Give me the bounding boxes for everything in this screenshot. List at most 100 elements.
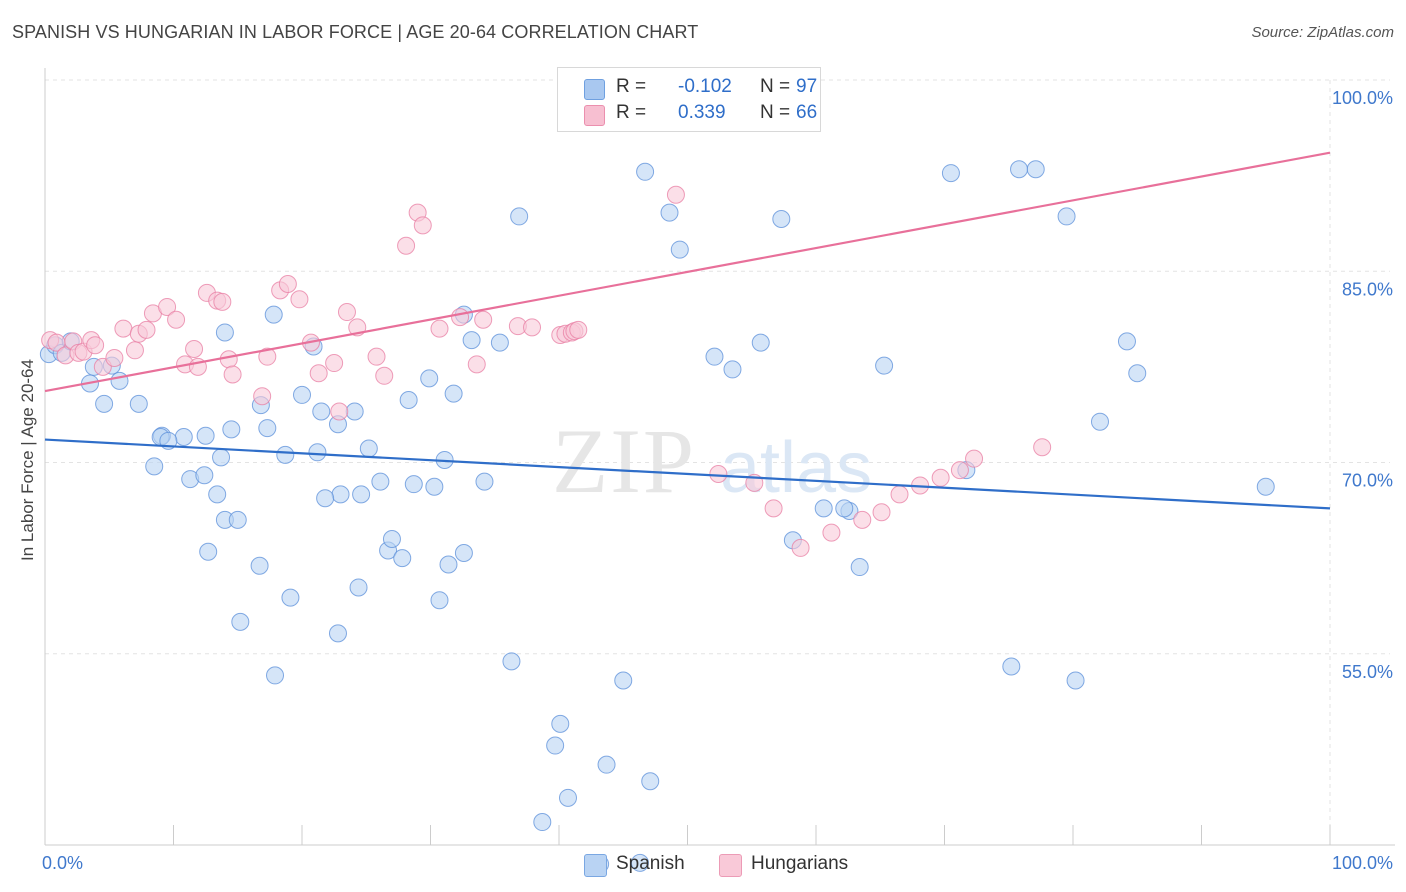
spanish-point [814, 499, 833, 518]
spanish-point [670, 240, 689, 259]
spanish-legend-swatch [584, 854, 607, 877]
legend-label: Hungarians [751, 853, 849, 874]
spanish-point [641, 772, 660, 791]
hungarians-point [253, 387, 272, 406]
hungarians-point [125, 341, 144, 360]
hungarians-point [569, 320, 588, 339]
spanish-point [328, 624, 347, 643]
hungarians-point [467, 355, 486, 374]
spanish-point [222, 420, 241, 439]
hungarians-swatch [584, 105, 605, 126]
spanish-point [558, 788, 577, 807]
spanish-point [393, 549, 412, 568]
spanish-point [551, 714, 570, 733]
spanish-point [264, 305, 283, 324]
legend-item-hungarians[interactable]: Hungarians [719, 852, 869, 878]
spanish-point [705, 347, 724, 366]
spanish-point [772, 209, 791, 228]
tick-labels: 100.0% 85.0% 70.0% 55.0% 0.0% 100.0% [42, 88, 1393, 873]
spanish-point [95, 394, 114, 413]
spanish-point [371, 472, 390, 491]
spanish-point [359, 439, 378, 458]
spanish-point [250, 556, 269, 575]
chart-title: SPANISH VS HUNGARIAN IN LABOR FORCE | AG… [12, 22, 699, 42]
hungarians-point [258, 347, 277, 366]
spanish-swatch [584, 79, 605, 100]
hungarians-point [167, 310, 186, 329]
spanish-point [1010, 160, 1029, 179]
spanish-point [308, 443, 327, 462]
hungarians-point [309, 364, 328, 383]
spanish-point [475, 472, 494, 491]
n-value: 66 [796, 102, 818, 123]
x-tick-label: 100.0% [1332, 853, 1393, 873]
spanish-point [941, 164, 960, 183]
hungarians-point [185, 340, 204, 359]
spanish-point [630, 853, 649, 872]
hungarians-point [325, 354, 344, 373]
watermark-zip: ZIP [552, 410, 696, 512]
spanish-point [546, 736, 565, 755]
hungarians-point [158, 297, 177, 316]
n-label: N = [760, 102, 791, 123]
spanish-point [129, 394, 148, 413]
legend-item-spanish[interactable]: Spanish [584, 852, 704, 878]
spanish-point [281, 588, 300, 607]
spanish-point [1128, 364, 1147, 383]
grid-lines [45, 79, 1390, 845]
spanish-point [345, 402, 364, 421]
hungarians-point [451, 308, 470, 327]
spanish-point [1090, 412, 1109, 431]
spanish-point [660, 203, 679, 222]
hungarians-point [105, 348, 124, 367]
spanish-point [404, 475, 423, 494]
spanish-point [231, 612, 250, 631]
y-tick-label: 100.0% [1332, 88, 1393, 108]
hungarians-point [278, 275, 297, 293]
hungarians-point [1033, 438, 1052, 457]
trend-lines [44, 151, 1331, 510]
spanish-point [110, 371, 129, 390]
r-value: -0.102 [678, 76, 732, 97]
hungarians-legend-swatch [719, 854, 742, 877]
hungarians-point [375, 366, 394, 385]
hungarians-point [666, 185, 685, 204]
spanish-point [533, 813, 552, 832]
hungarians-point [137, 320, 156, 339]
spanish-point [1117, 332, 1136, 351]
spanish-point [462, 331, 481, 350]
hungarians-point [290, 290, 309, 309]
legend-label: Spanish [616, 853, 685, 874]
hungarians-point [413, 216, 432, 235]
spanish-point [174, 428, 193, 446]
hungarians-point [213, 292, 232, 311]
y-axis-label: In Labor Force | Age 20-64 [18, 359, 37, 561]
spanish-point [316, 489, 335, 508]
n-label: N = [760, 76, 791, 97]
spanish-point [430, 591, 449, 610]
hungarians-point [397, 236, 416, 255]
spanish-point [382, 530, 401, 548]
hungarians-point [523, 318, 542, 337]
hungarians-point [764, 499, 783, 518]
hungarians-point [337, 303, 356, 322]
spanish-point [723, 360, 742, 379]
spanish-point [258, 419, 277, 438]
hungarians-point [367, 347, 386, 366]
spanish-point [312, 402, 331, 421]
y-tick-label: 70.0% [1342, 471, 1393, 491]
hungarians-point [223, 365, 242, 384]
spanish-point [1002, 657, 1021, 676]
spanish-point [1256, 477, 1275, 496]
hungarians-point [931, 468, 950, 487]
x-tick-label: 0.0% [42, 853, 83, 873]
spanish-point [454, 544, 473, 563]
hungarians-point [474, 310, 493, 329]
y-tick-label: 55.0% [1342, 662, 1393, 682]
spanish-point [751, 333, 770, 352]
spanish-point [1026, 160, 1045, 179]
r-label: R = [616, 76, 647, 97]
spanish-point [1066, 671, 1085, 690]
spanish-point [212, 448, 231, 467]
